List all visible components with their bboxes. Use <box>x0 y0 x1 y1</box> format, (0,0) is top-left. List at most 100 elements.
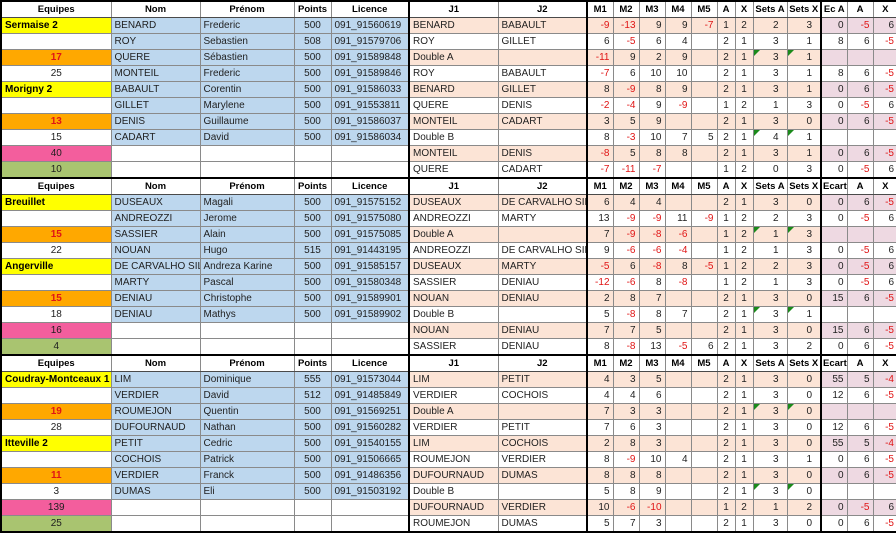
cell-m2[interactable]: 9 <box>612 49 640 66</box>
cell-j2[interactable]: DENIAU <box>497 322 588 339</box>
cell-x-points[interactable]: 6 <box>872 242 896 259</box>
cell-sets-a[interactable]: 3 <box>752 403 788 420</box>
column-header-licence[interactable]: Licence <box>330 354 410 372</box>
cell-points[interactable]: 512 <box>293 387 332 404</box>
cell-m2[interactable]: -8 <box>612 338 640 356</box>
cell-licence[interactable]: 091_91575080 <box>330 210 410 227</box>
cell-j1[interactable]: BENARD <box>408 17 499 34</box>
cell-a-games[interactable]: 2 <box>716 129 736 146</box>
cell-j2[interactable]: DUMAS <box>497 467 588 484</box>
cell-ecart[interactable]: 15 <box>820 290 848 307</box>
cell-ecart[interactable]: 0 <box>820 338 848 356</box>
cell-equipes[interactable]: 3 <box>0 483 112 500</box>
cell-prenom[interactable]: Sebastien <box>199 33 295 50</box>
cell-x-points[interactable]: -5 <box>872 145 896 162</box>
cell-m2[interactable]: 6 <box>612 65 640 82</box>
cell-equipes[interactable]: Itteville 2 <box>0 435 112 452</box>
cell-j2[interactable]: CADART <box>497 161 588 179</box>
cell-nom[interactable] <box>110 322 201 339</box>
cell-m2[interactable]: -3 <box>612 129 640 146</box>
column-header-sets-a[interactable]: Sets A <box>752 177 788 195</box>
cell-x-points[interactable]: 6 <box>872 17 896 34</box>
cell-a-games[interactable]: 1 <box>716 242 736 259</box>
cell-sets-x[interactable]: 1 <box>786 145 822 162</box>
cell-j2[interactable]: DE CARVALHO SILV <box>497 194 588 211</box>
cell-m4[interactable] <box>664 435 692 452</box>
cell-j2[interactable] <box>497 403 588 420</box>
cell-x-games[interactable]: 1 <box>734 290 754 307</box>
cell-a-points[interactable]: 6 <box>846 451 874 468</box>
cell-j1[interactable]: VERDIER <box>408 419 499 436</box>
cell-points[interactable]: 500 <box>293 435 332 452</box>
column-header-m3[interactable]: M3 <box>638 0 666 18</box>
cell-points[interactable]: 555 <box>293 371 332 388</box>
column-header-sets-x[interactable]: Sets X <box>786 177 822 195</box>
cell-m4[interactable] <box>664 467 692 484</box>
cell-m1[interactable]: 2 <box>586 290 614 307</box>
cell-sets-x[interactable]: 0 <box>786 419 822 436</box>
cell-m3[interactable]: 10 <box>638 451 666 468</box>
cell-a-points[interactable]: 6 <box>846 515 874 533</box>
cell-licence[interactable]: 091_91573044 <box>330 371 410 388</box>
cell-j1[interactable]: QUERE <box>408 161 499 179</box>
cell-j2[interactable]: GILLET <box>497 81 588 98</box>
column-header-m2[interactable]: M2 <box>612 0 640 18</box>
cell-j1[interactable]: ROY <box>408 65 499 82</box>
cell-ecart[interactable]: 0 <box>820 97 848 114</box>
cell-m2[interactable]: -4 <box>612 97 640 114</box>
cell-ecart[interactable]: 8 <box>820 65 848 82</box>
cell-x-points[interactable] <box>872 129 896 146</box>
cell-m1[interactable]: 7 <box>586 419 614 436</box>
cell-sets-a[interactable]: 3 <box>752 419 788 436</box>
column-header-m3[interactable]: M3 <box>638 354 666 372</box>
cell-prenom[interactable]: David <box>199 387 295 404</box>
cell-m1[interactable]: 8 <box>586 129 614 146</box>
cell-sets-x[interactable]: 0 <box>786 435 822 452</box>
cell-m3[interactable]: 8 <box>638 467 666 484</box>
cell-j2[interactable]: VERDIER <box>497 499 588 516</box>
cell-sets-x[interactable]: 1 <box>786 129 822 146</box>
cell-x-points[interactable]: 6 <box>872 258 896 275</box>
cell-ecart[interactable] <box>820 129 848 146</box>
cell-sets-x[interactable]: 3 <box>786 210 822 227</box>
cell-m3[interactable]: 10 <box>638 65 666 82</box>
cell-equipes[interactable] <box>0 97 112 114</box>
cell-sets-x[interactable]: 0 <box>786 387 822 404</box>
cell-points[interactable]: 500 <box>293 194 332 211</box>
column-header-sets-x[interactable]: Sets X <box>786 0 822 18</box>
cell-a-points[interactable]: -5 <box>846 210 874 227</box>
cell-m1[interactable]: 13 <box>586 210 614 227</box>
cell-m2[interactable]: 8 <box>612 290 640 307</box>
cell-m3[interactable]: 9 <box>638 97 666 114</box>
cell-a-points[interactable]: 6 <box>846 145 874 162</box>
cell-points[interactable]: 500 <box>293 290 332 307</box>
cell-j1[interactable]: NOUAN <box>408 322 499 339</box>
cell-m1[interactable]: 7 <box>586 403 614 420</box>
cell-nom[interactable]: VERDIER <box>110 467 201 484</box>
cell-m3[interactable]: 10 <box>638 129 666 146</box>
cell-x-points[interactable] <box>872 49 896 66</box>
cell-j1[interactable]: Double A <box>408 226 499 243</box>
cell-licence[interactable]: 091_91569251 <box>330 403 410 420</box>
cell-nom[interactable] <box>110 515 201 533</box>
cell-nom[interactable] <box>110 145 201 162</box>
cell-x-games[interactable]: 2 <box>734 242 754 259</box>
cell-ecart[interactable]: 0 <box>820 194 848 211</box>
cell-m4[interactable]: 4 <box>664 33 692 50</box>
cell-prenom[interactable]: Andreza Karine <box>199 258 295 275</box>
cell-ecart[interactable]: 55 <box>820 435 848 452</box>
cell-m4[interactable] <box>664 113 692 130</box>
cell-licence[interactable]: 091_91589901 <box>330 290 410 307</box>
cell-x-games[interactable]: 1 <box>734 387 754 404</box>
cell-sets-x[interactable]: 3 <box>786 226 822 243</box>
cell-prenom[interactable]: David <box>199 129 295 146</box>
column-header-x[interactable]: X <box>734 0 754 18</box>
cell-x-games[interactable]: 2 <box>734 499 754 516</box>
cell-j1[interactable]: Double A <box>408 49 499 66</box>
cell-sets-a[interactable]: 1 <box>752 226 788 243</box>
cell-a-points[interactable]: 6 <box>846 387 874 404</box>
cell-m2[interactable]: 5 <box>612 113 640 130</box>
cell-equipes[interactable]: 4 <box>0 338 112 356</box>
cell-equipes[interactable]: 25 <box>0 65 112 82</box>
cell-prenom[interactable]: Dominique <box>199 371 295 388</box>
